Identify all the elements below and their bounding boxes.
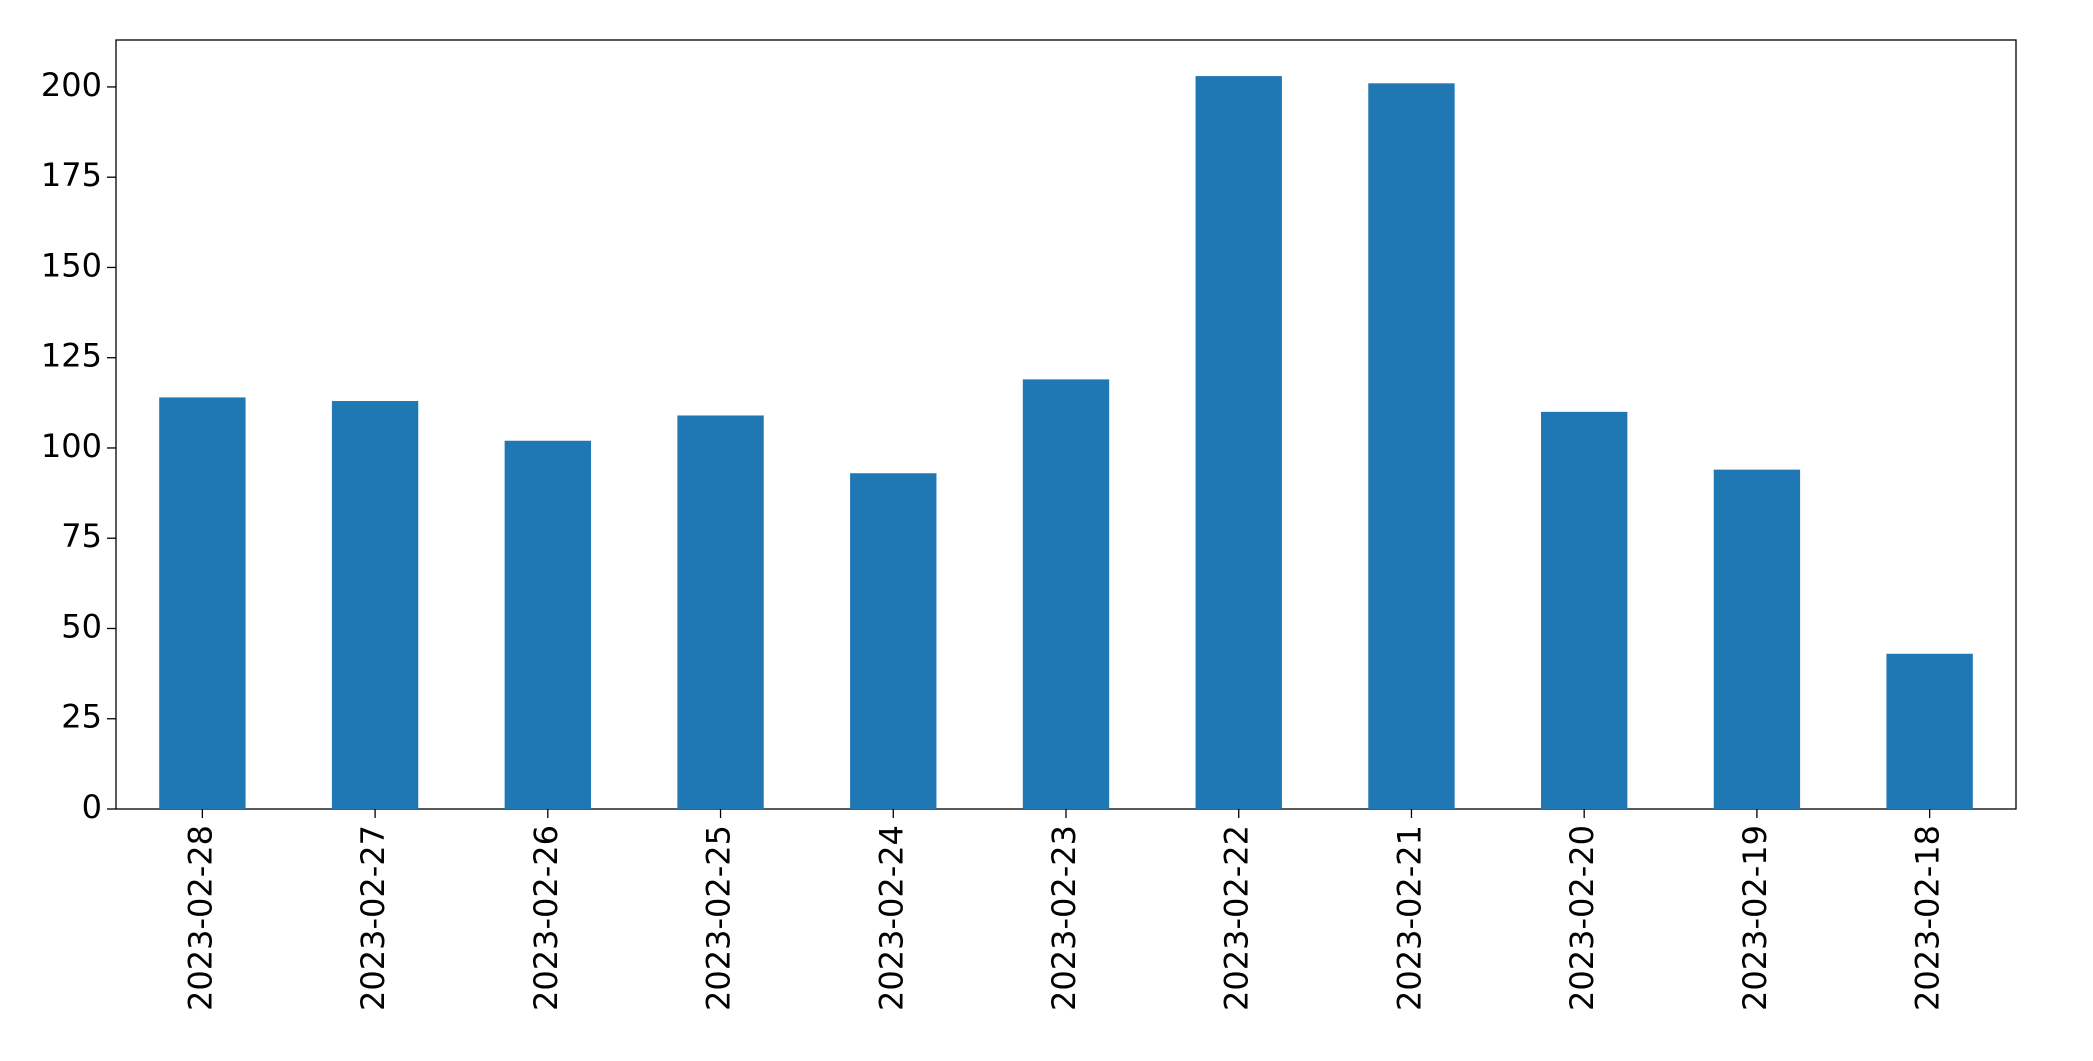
bar <box>1541 411 1628 809</box>
x-tick-label: 2023-02-19 <box>1736 825 1774 1011</box>
bar <box>1368 83 1455 809</box>
x-tick-label: 2023-02-27 <box>354 825 392 1011</box>
y-tick-label: 200 <box>41 66 102 104</box>
x-tick-label: 2023-02-25 <box>700 825 738 1011</box>
x-tick-label: 2023-02-18 <box>1909 825 1947 1011</box>
y-tick-label: 50 <box>61 607 102 645</box>
bar <box>331 401 419 809</box>
bar <box>1022 379 1110 809</box>
x-tick-label: 2023-02-28 <box>181 825 219 1011</box>
bar <box>1713 469 1801 809</box>
bar <box>1886 653 1973 809</box>
x-tick-label: 2023-02-24 <box>872 825 910 1011</box>
y-tick-label: 0 <box>82 788 102 826</box>
x-tick-label: 2023-02-26 <box>527 825 565 1011</box>
x-tick-label: 2023-02-23 <box>1045 825 1083 1011</box>
x-tick-label: 2023-02-21 <box>1390 825 1428 1011</box>
x-tick-label: 2023-02-20 <box>1563 825 1601 1011</box>
bar <box>677 415 764 809</box>
y-tick-label: 150 <box>41 246 102 284</box>
x-tick-label: 2023-02-22 <box>1218 825 1256 1011</box>
y-tick-label: 25 <box>61 698 102 736</box>
bar <box>1195 76 1282 810</box>
y-tick-label: 100 <box>41 427 102 465</box>
bar <box>850 473 937 809</box>
bar <box>159 397 246 809</box>
y-tick-label: 175 <box>41 156 102 194</box>
y-tick-label: 125 <box>41 337 102 375</box>
y-tick-label: 75 <box>61 517 102 555</box>
bar <box>504 440 591 809</box>
